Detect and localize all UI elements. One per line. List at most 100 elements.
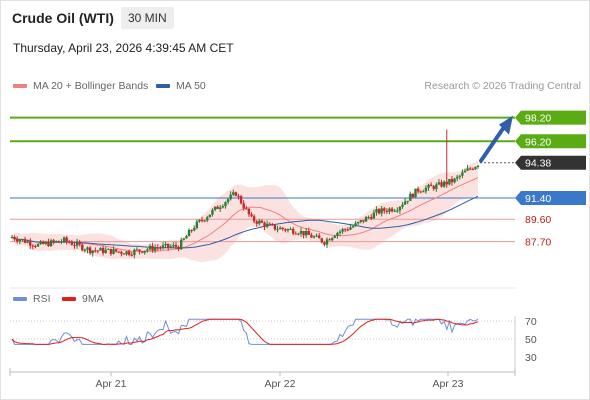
candle-body — [187, 230, 191, 237]
candle-body — [336, 232, 339, 236]
candle-body — [101, 247, 105, 253]
instrument-title: Crude Oil (WTI) — [12, 10, 114, 26]
candle-body — [442, 181, 446, 187]
candle-body — [427, 184, 430, 188]
candle-body — [190, 230, 193, 232]
rsi-tick-50: 50 — [525, 334, 537, 346]
candle-body — [224, 202, 227, 207]
ma20-swatch — [13, 84, 27, 88]
candle-body — [393, 210, 396, 212]
candle-body — [414, 188, 417, 198]
candle-body — [127, 251, 131, 255]
candle-body — [167, 243, 170, 248]
candle-body — [81, 244, 84, 251]
candle-body — [323, 242, 326, 245]
candle-body — [312, 236, 316, 238]
candle-body — [276, 229, 279, 231]
price-label-94.38: 94.38 — [525, 158, 551, 170]
candle-body — [289, 228, 292, 230]
candle-body — [268, 223, 271, 225]
candle-body — [211, 209, 214, 215]
price-label-98.20: 98.20 — [525, 113, 551, 125]
candle-body — [409, 193, 412, 201]
candle-body — [406, 200, 409, 202]
candle-body — [455, 176, 459, 179]
candle-body — [307, 230, 310, 235]
candle-body — [174, 245, 178, 247]
price-label-89.60: 89.60 — [525, 214, 551, 226]
candle-body — [273, 224, 277, 230]
candle-body — [99, 247, 102, 251]
candle-body — [396, 210, 399, 212]
candle-body — [206, 217, 209, 221]
rsi-swatch — [13, 297, 27, 301]
candle-body — [203, 220, 206, 222]
legend-ma20-label: MA 20 + Bollinger Bands — [33, 80, 149, 92]
candle-body — [437, 182, 441, 185]
price-tag-94.38 — [515, 155, 586, 170]
candle-body — [317, 235, 321, 239]
candle-body — [349, 227, 352, 230]
legend-ma20: MA 20 + Bollinger Bands — [13, 80, 148, 92]
candle-body — [385, 210, 389, 212]
time-tick-label: Apr 21 — [96, 378, 127, 390]
legend-rsi-ma-label: 9MA — [82, 293, 104, 305]
candle-body — [153, 247, 157, 251]
candle-body — [120, 251, 123, 254]
candle-body — [161, 245, 165, 248]
candle-body — [476, 165, 480, 168]
interval-button[interactable]: 30 MIN — [121, 7, 174, 29]
candle-body — [88, 247, 92, 254]
candle-body — [297, 233, 300, 235]
candle-body — [310, 234, 313, 238]
candle-body — [466, 168, 469, 171]
candle-body — [271, 224, 274, 226]
candle-body — [177, 246, 180, 250]
candle-body — [242, 203, 245, 209]
candle-body — [13, 236, 16, 240]
candle-body — [461, 172, 464, 176]
price-tag-91.40 — [515, 190, 586, 205]
candle-body — [39, 241, 42, 245]
timestamp: Thursday, April 23, 2026 4:39:45 AM CET — [13, 41, 234, 55]
candle-body — [26, 241, 29, 243]
candle-body — [55, 240, 58, 242]
candle-body — [351, 226, 355, 228]
candle-body — [133, 249, 136, 256]
candle-body — [320, 238, 323, 243]
candle-body — [200, 219, 204, 221]
price-label-91.40: 91.40 — [525, 193, 551, 205]
candle-body — [328, 239, 331, 241]
candle-body — [57, 240, 61, 242]
candle-body — [219, 207, 222, 209]
candle-body — [302, 230, 305, 236]
candle-body — [419, 191, 422, 193]
candle-body — [367, 217, 370, 219]
candle-body — [47, 242, 50, 247]
ma20-line — [11, 177, 479, 252]
candle-body — [44, 242, 48, 244]
candle-body — [237, 195, 240, 197]
candle-body — [185, 236, 188, 239]
candle-body — [164, 243, 167, 246]
legend-rsi: RSI — [13, 293, 51, 305]
candle-body — [450, 178, 454, 183]
candle-body — [239, 196, 243, 204]
candle-body — [198, 219, 201, 222]
candle-body — [213, 206, 217, 210]
candle-body — [341, 229, 344, 232]
candle-body — [86, 247, 89, 250]
candle-body — [125, 251, 128, 255]
candle-body — [252, 216, 256, 222]
candle-body — [151, 245, 154, 251]
candle-body — [60, 241, 63, 243]
candle-body — [401, 204, 404, 207]
candle-body — [331, 237, 334, 241]
candle-body — [182, 238, 186, 240]
candle-body — [78, 242, 81, 245]
candle-body — [424, 187, 428, 192]
candle-body — [458, 175, 461, 177]
candle-body — [52, 240, 55, 242]
candle-body — [49, 240, 53, 247]
candle-body — [107, 248, 110, 250]
